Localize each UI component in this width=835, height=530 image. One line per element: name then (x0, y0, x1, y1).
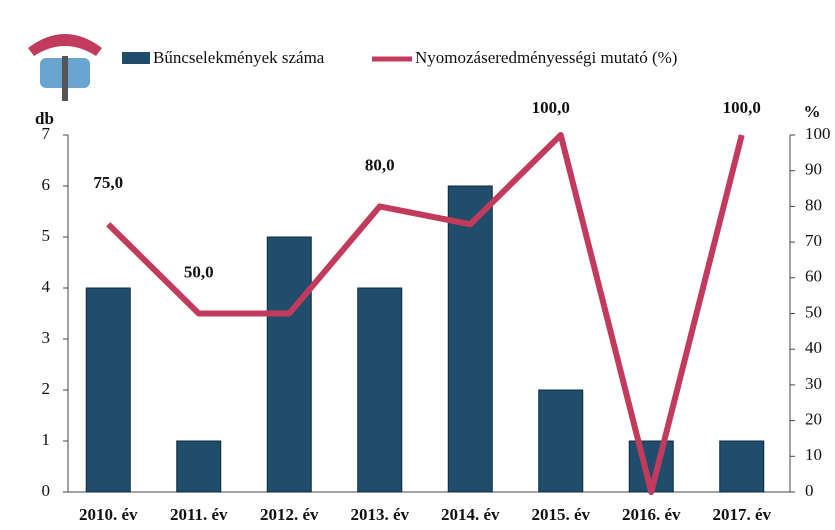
y2-tick-label: 30 (805, 374, 822, 393)
y-tick-label: 6 (42, 175, 51, 194)
x-tick-label: 2015. év (531, 505, 590, 524)
x-tick-label: 2013. év (350, 505, 409, 524)
x-tick-label: 2010. év (79, 505, 138, 524)
y2-tick-label: 90 (805, 160, 822, 179)
y2-tick-label: 20 (805, 410, 822, 429)
y-tick-label: 1 (42, 430, 51, 449)
bar (86, 288, 130, 492)
y2-tick-label: 40 (805, 338, 822, 357)
y-tick-label: 0 (42, 481, 51, 500)
legend-label: Nyomozáseredményességi mutató (%) (415, 48, 677, 67)
y2-tick-label: 80 (805, 195, 822, 214)
y-tick-label: 3 (42, 328, 51, 347)
x-tick-label: 2011. év (170, 505, 228, 524)
bar (267, 237, 311, 492)
legend-swatch (122, 52, 150, 64)
y2-tick-label: 10 (805, 445, 822, 464)
logo-post (62, 56, 68, 101)
y-tick-label: 7 (42, 124, 51, 143)
y2-tick-label: 70 (805, 231, 822, 250)
y-tick-label: 4 (42, 277, 51, 296)
y2-tick-label: 50 (805, 302, 822, 321)
bar (448, 186, 492, 492)
x-tick-label: 2012. év (260, 505, 319, 524)
data-label: 75,0 (93, 173, 123, 192)
bar (720, 441, 764, 492)
y2-tick-label: 60 (805, 267, 822, 286)
legend-label: Bűncselekmények száma (153, 48, 325, 67)
chart: db % 0123456701020304050607080901002010.… (0, 0, 835, 530)
data-label: 50,0 (184, 262, 214, 281)
data-label: 100,0 (723, 98, 761, 117)
x-tick-label: 2017. év (712, 505, 771, 524)
y2-tick-label: 100 (805, 124, 831, 143)
y2-axis-title: % (804, 102, 821, 121)
data-label: 100,0 (532, 98, 570, 117)
bar (358, 288, 402, 492)
bar (539, 390, 583, 492)
bar (177, 441, 221, 492)
y-tick-label: 5 (42, 226, 51, 245)
x-tick-label: 2016. év (622, 505, 681, 524)
x-tick-label: 2014. év (441, 505, 500, 524)
y2-tick-label: 0 (805, 481, 814, 500)
data-label: 80,0 (365, 155, 395, 174)
y-tick-label: 2 (42, 379, 51, 398)
